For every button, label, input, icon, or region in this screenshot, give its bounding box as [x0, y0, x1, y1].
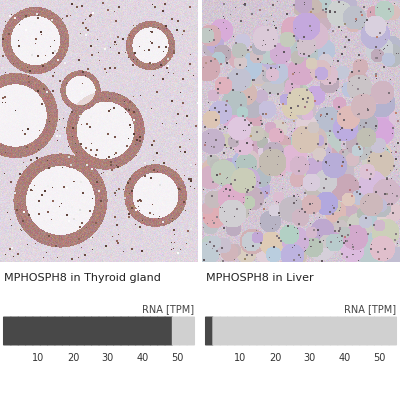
- FancyBboxPatch shape: [157, 316, 166, 346]
- FancyBboxPatch shape: [25, 316, 34, 346]
- FancyBboxPatch shape: [300, 316, 309, 346]
- FancyBboxPatch shape: [205, 316, 214, 346]
- Text: RNA [TPM]: RNA [TPM]: [344, 304, 396, 314]
- FancyBboxPatch shape: [172, 316, 180, 346]
- Text: 40: 40: [338, 353, 350, 363]
- FancyBboxPatch shape: [98, 316, 107, 346]
- FancyBboxPatch shape: [242, 316, 250, 346]
- Text: 50: 50: [373, 353, 385, 363]
- FancyBboxPatch shape: [322, 316, 331, 346]
- FancyBboxPatch shape: [234, 316, 243, 346]
- FancyBboxPatch shape: [286, 316, 294, 346]
- Text: 20: 20: [269, 353, 281, 363]
- FancyBboxPatch shape: [344, 316, 353, 346]
- Text: RNA [TPM]: RNA [TPM]: [142, 304, 194, 314]
- FancyBboxPatch shape: [359, 316, 368, 346]
- Text: 40: 40: [136, 353, 148, 363]
- FancyBboxPatch shape: [308, 316, 316, 346]
- FancyBboxPatch shape: [293, 316, 302, 346]
- Text: 20: 20: [67, 353, 79, 363]
- FancyBboxPatch shape: [106, 316, 114, 346]
- FancyBboxPatch shape: [40, 316, 48, 346]
- FancyBboxPatch shape: [113, 316, 122, 346]
- FancyBboxPatch shape: [186, 316, 195, 346]
- Text: MPHOSPH8 in Thyroid gland: MPHOSPH8 in Thyroid gland: [4, 273, 161, 283]
- FancyBboxPatch shape: [366, 316, 375, 346]
- FancyBboxPatch shape: [264, 316, 272, 346]
- FancyBboxPatch shape: [330, 316, 338, 346]
- FancyBboxPatch shape: [337, 316, 346, 346]
- FancyBboxPatch shape: [388, 316, 397, 346]
- FancyBboxPatch shape: [352, 316, 360, 346]
- FancyBboxPatch shape: [374, 316, 382, 346]
- FancyBboxPatch shape: [227, 316, 236, 346]
- FancyBboxPatch shape: [69, 316, 78, 346]
- FancyBboxPatch shape: [47, 316, 56, 346]
- FancyBboxPatch shape: [54, 316, 63, 346]
- FancyBboxPatch shape: [135, 316, 144, 346]
- FancyBboxPatch shape: [84, 316, 92, 346]
- FancyBboxPatch shape: [120, 316, 129, 346]
- Text: 30: 30: [102, 353, 114, 363]
- FancyBboxPatch shape: [220, 316, 228, 346]
- FancyBboxPatch shape: [76, 316, 85, 346]
- FancyBboxPatch shape: [10, 316, 19, 346]
- Text: 10: 10: [32, 353, 44, 363]
- FancyBboxPatch shape: [142, 316, 151, 346]
- FancyBboxPatch shape: [381, 316, 390, 346]
- FancyBboxPatch shape: [315, 316, 324, 346]
- FancyBboxPatch shape: [179, 316, 188, 346]
- FancyBboxPatch shape: [32, 316, 41, 346]
- FancyBboxPatch shape: [3, 316, 12, 346]
- FancyBboxPatch shape: [18, 316, 26, 346]
- Text: MPHOSPH8 in Liver: MPHOSPH8 in Liver: [206, 273, 314, 283]
- FancyBboxPatch shape: [164, 316, 173, 346]
- FancyBboxPatch shape: [256, 316, 265, 346]
- FancyBboxPatch shape: [128, 316, 136, 346]
- FancyBboxPatch shape: [62, 316, 70, 346]
- FancyBboxPatch shape: [278, 316, 287, 346]
- Text: 10: 10: [234, 353, 246, 363]
- FancyBboxPatch shape: [271, 316, 280, 346]
- FancyBboxPatch shape: [249, 316, 258, 346]
- Text: 30: 30: [304, 353, 316, 363]
- FancyBboxPatch shape: [212, 316, 221, 346]
- FancyBboxPatch shape: [91, 316, 100, 346]
- Text: 50: 50: [171, 353, 183, 363]
- FancyBboxPatch shape: [150, 316, 158, 346]
